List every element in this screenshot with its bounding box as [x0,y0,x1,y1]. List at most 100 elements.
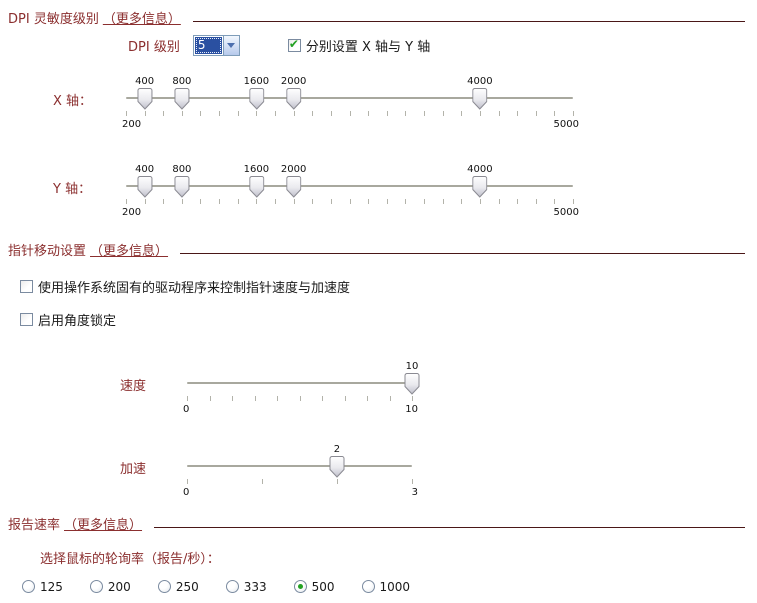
dpi-level-row: DPI 级别 5 分别设置 X 轴与 Y 轴 [128,35,745,56]
slider-max-label: 5000 [553,207,579,218]
slider-handle-value: 800 [172,76,192,87]
slider-tick [163,111,165,116]
acceleration-slider-row: 加速 2 0 3 [8,438,745,500]
slider-tick [274,111,276,116]
slider-track[interactable] [187,465,412,467]
section-header-dpi: DPI 灵敏度级别 （更多信息） [8,8,745,27]
slider-handle[interactable]: 10 [404,361,420,395]
radio-label: 1000 [379,579,411,594]
radio-option-500[interactable]: 500 [293,580,335,594]
slider-thumb-icon [174,88,190,110]
slider-handle[interactable]: 1600 [244,164,269,198]
radio-option-125[interactable]: 125 [22,580,63,594]
y-axis-label: Y 轴： [53,182,92,197]
slider-thumb-icon [137,88,153,110]
section-header-report: 报告速率 （更多信息） [8,514,745,533]
radio-label: 125 [40,579,63,594]
slider-thumb-icon [329,456,345,478]
slider-tick [330,111,332,116]
slider-thumb-icon [137,176,153,198]
angle-lock-checkbox[interactable] [20,313,33,326]
os-driver-checkbox-row: 使用操作系统固有的驱动程序来控制指针速度与加速度 [20,278,745,296]
slider-tick [181,111,183,116]
slider-min-label: 200 [122,119,142,130]
dpi-level-selected-value[interactable]: 5 [194,37,222,54]
slider-tick [405,199,407,204]
slider-handle[interactable]: 2000 [281,76,306,110]
speed-slider-row: 速度 10 0 10 [8,355,745,417]
slider-tick [293,199,295,204]
slider-handle[interactable]: 400 [135,76,154,110]
separate-xy-checkbox[interactable] [287,38,301,52]
slider-tick [412,479,413,484]
dpi-more-info-link[interactable]: （更多信息） [102,12,181,27]
slider-tick [423,199,425,204]
slider-handle[interactable]: 1600 [244,76,269,110]
slider-tick [312,199,314,204]
slider-handle[interactable]: 4000 [467,164,493,198]
slider-tick [219,199,221,204]
slider-handle-value: 400 [135,164,155,175]
report-more-info-link[interactable]: （更多信息） [64,518,143,533]
acceleration-label: 加速 [120,462,147,477]
radio-button[interactable] [22,580,35,593]
slider-tick [200,111,202,116]
radio-button[interactable] [361,580,375,593]
slider-tick [442,111,444,116]
radio-button[interactable] [293,580,307,593]
slider-thumb-icon [248,88,264,110]
dropdown-arrow-button[interactable] [222,36,239,55]
slider-tick [144,199,146,204]
slider-thumb-icon [472,176,488,198]
slider-track[interactable] [187,382,412,384]
slider-handle-value: 2000 [280,164,307,175]
radio-option-1000[interactable]: 1000 [361,579,411,594]
section-rule [154,527,745,528]
slider-tick [461,199,463,204]
dpi-level-dropdown[interactable]: 5 [192,35,240,56]
section-rule [180,253,745,254]
slider-handle[interactable]: 4000 [467,76,493,110]
polling-rate-label: 选择鼠标的轮询率（报告/秒）： [40,552,220,567]
slider-tick [209,396,211,401]
speed-label: 速度 [120,379,147,394]
radio-label: 200 [107,579,131,594]
radio-button[interactable] [89,580,103,593]
slider-tick [498,111,500,116]
slider-tick [368,199,370,204]
os-driver-checkbox[interactable] [20,280,33,293]
slider-tick [461,111,463,116]
slider-tick [517,199,519,204]
pointer-more-info-link[interactable]: （更多信息） [90,244,169,259]
slider-tick [442,199,444,204]
dpi-section-title: DPI 灵敏度级别 [8,12,99,27]
separate-xy-label: 分别设置 X 轴与 Y 轴 [305,40,431,55]
slider-tick [349,199,351,204]
slider-handle[interactable]: 400 [135,164,154,198]
slider-tick [219,111,221,116]
slider-handle[interactable]: 800 [172,76,191,110]
radio-button[interactable] [157,580,171,593]
slider-handle[interactable]: 2000 [281,164,306,198]
os-driver-label: 使用操作系统固有的驱动程序来控制指针速度与加速度 [38,281,351,296]
radio-option-200[interactable]: 200 [89,579,131,594]
radio-label: 333 [243,579,267,594]
slider-track[interactable] [126,185,573,187]
radio-option-333[interactable]: 333 [225,579,267,594]
slider-tick [277,396,278,401]
slider-handle[interactable]: 2 [329,444,345,478]
slider-track[interactable] [126,97,573,99]
slider-max-label: 3 [411,487,418,498]
slider-tick [274,199,276,204]
slider-tick [573,111,574,116]
y-axis-slider-row: Y 轴： 400 800 1600 2000 4000 200 5000 [8,158,745,220]
slider-handle-value: 1600 [243,76,270,87]
slider-tick [237,199,239,204]
radio-option-250[interactable]: 250 [157,580,199,594]
radio-button[interactable] [225,580,239,593]
slider-tick [237,111,239,116]
slider-tick [322,396,323,401]
slider-tick [535,199,537,204]
slider-handle[interactable]: 800 [172,164,191,198]
